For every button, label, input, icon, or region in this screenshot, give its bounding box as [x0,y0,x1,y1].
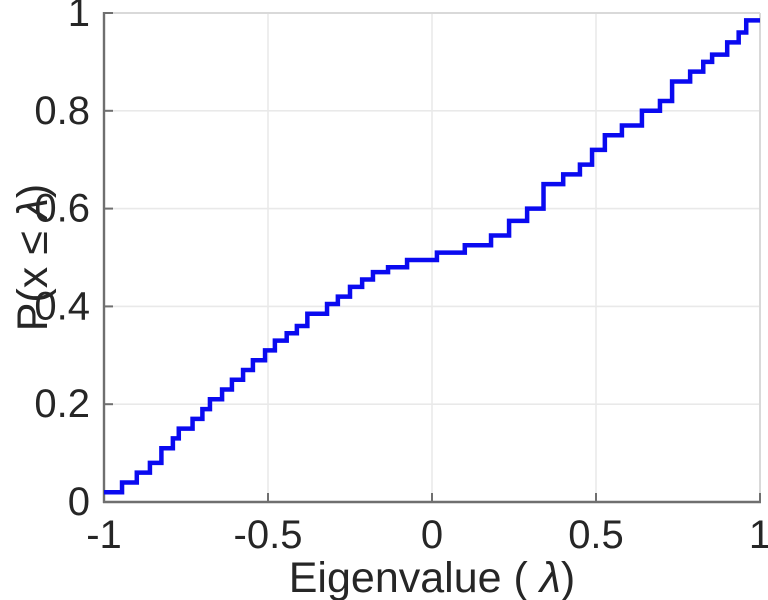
y-tick-label: 0 [68,480,90,524]
y-tick-label: 0.4 [34,284,90,328]
y-tick-label: 0.8 [34,89,90,133]
x-tick-label: -1 [86,513,122,557]
ecdf-step-line [104,18,760,495]
x-tick-label: 1 [749,513,768,557]
x-tick-label: 0 [421,513,443,557]
x-tick-label: 0.5 [568,513,624,557]
x-axis-label: Eigenvalue ( λ) [289,554,576,600]
x-tick-label: -0.5 [234,513,303,557]
y-tick-label: 0.6 [34,187,90,231]
y-tick-label: 0.2 [34,382,90,426]
y-axis-label: P(x ≤ λ) [9,184,57,332]
y-tick-label: 1 [68,0,90,35]
